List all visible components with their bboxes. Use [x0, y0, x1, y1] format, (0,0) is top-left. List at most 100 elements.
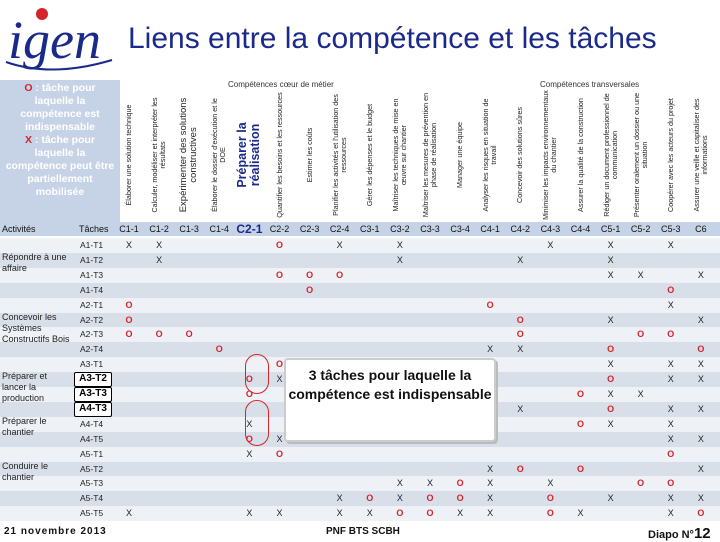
highlight-ring [245, 354, 269, 394]
highlight-ring [245, 400, 269, 446]
column-header: Élaborer le dossier d'exécution et le DO… [204, 88, 234, 221]
matrix-mark: X [667, 403, 674, 414]
competence-id: C1-2 [149, 224, 169, 234]
task-label: A5-T3 [80, 478, 104, 489]
matrix-mark: X [667, 299, 674, 310]
matrix-mark: X [607, 493, 614, 504]
competence-id: C2-1 [236, 222, 263, 236]
matrix-mark: O [275, 240, 283, 250]
matrix-mark: O [486, 299, 494, 310]
matrix-mark: X [697, 359, 704, 370]
matrix-mark: X [246, 508, 253, 519]
competence-id: C1-1 [119, 224, 139, 234]
matrix-mark: X [246, 448, 253, 459]
matrix-mark: O [607, 374, 615, 385]
column-header: Concevoir des solutions sûres [505, 88, 535, 221]
matrix-mark: O [576, 389, 584, 399]
matrix-mark: X [336, 493, 343, 504]
matrix-mark: O [697, 508, 705, 519]
activity-group-label: Préparer et lancer la production [2, 371, 48, 404]
column-header: Gérer les dépenses et le budget [355, 88, 385, 221]
matrix-mark: X [697, 269, 704, 280]
matrix-mark: X [426, 478, 433, 489]
matrix-mark: X [607, 254, 614, 265]
matrix-mark: X [396, 478, 403, 489]
column-header-desc: Estimer les coûts [304, 127, 314, 182]
column-header-desc: Quantifier les besoins et les ressources [274, 91, 284, 218]
task-label: A4-T5 [80, 433, 104, 444]
column-header-desc: Planifier les activités et l'utilisation… [330, 93, 348, 216]
row-stripe [0, 491, 720, 507]
category-transversal: Compétences transversales [540, 80, 640, 89]
matrix-mark: O [125, 299, 133, 310]
legend-o-text: : tâche pour laquelle la compétence est … [20, 82, 100, 133]
matrix-mark: X [667, 359, 674, 370]
matrix-mark: X [667, 508, 674, 519]
column-header-desc: Concevoir des solutions sûres [515, 106, 525, 203]
column-header: Maîtriser les mesures de prévention en p… [415, 88, 445, 221]
column-header-desc: Assurer une veille et capitaliser des in… [691, 97, 709, 212]
column-header: Assurer une veille et capitaliser des in… [686, 88, 716, 221]
competence-id: C3-1 [360, 224, 380, 234]
competence-id: C3-4 [450, 224, 470, 234]
matrix-mark: O [185, 329, 193, 340]
matrix-mark: O [667, 478, 675, 489]
matrix-mark: O [637, 478, 645, 489]
column-header: Élaborer une solution technique [114, 88, 144, 221]
matrix-mark: X [577, 508, 584, 519]
row-stripe [0, 282, 720, 298]
matrix-mark: X [697, 403, 704, 414]
matrix-mark: O [516, 463, 524, 474]
matrix-mark: X [125, 508, 132, 519]
column-header-desc: Analyser les risques en situation de tra… [481, 97, 499, 212]
matrix-mark: X [607, 269, 614, 280]
column-header: Préparer la réalisation [234, 88, 264, 221]
competence-id: C5-2 [630, 224, 651, 234]
matrix-mark: O [697, 344, 705, 355]
matrix-mark: O [576, 418, 584, 429]
matrix-mark: O [125, 329, 133, 340]
page-title: Liens entre la compétence et les tâches [128, 22, 657, 55]
task-label: A3-T1 [80, 359, 104, 370]
task-label: A2-T1 [80, 299, 104, 310]
matrix-mark: X [517, 403, 524, 414]
matrix-mark: O [396, 508, 404, 519]
matrix-mark: X [336, 508, 343, 519]
footer-date: 21 novembre 2013 [4, 526, 107, 537]
matrix-mark: X [667, 374, 674, 385]
matrix-mark: X [637, 269, 644, 280]
matrix-mark: X [396, 493, 403, 504]
column-header-desc: Expérimenter des solutions constructives [178, 97, 200, 212]
matrix-mark: O [516, 314, 524, 325]
matrix-mark: X [366, 508, 373, 519]
matrix-mark: O [637, 329, 645, 340]
matrix-mark: X [276, 374, 283, 385]
column-header-desc: Maîtriser les mesures de prévention en p… [421, 92, 438, 217]
matrix-mark: X [637, 389, 644, 399]
slide-num: 12 [693, 525, 711, 542]
competence-id: C6 [695, 224, 707, 234]
column-header-desc: Gérer les dépenses et le budget [364, 103, 374, 206]
callout-box: 3 tâches pour laquelle la compétence est… [284, 358, 496, 442]
competence-id: C2-3 [299, 224, 320, 234]
matrix-mark: O [245, 389, 253, 399]
igen-logo: igen [2, 2, 120, 78]
matrix-mark: X [697, 433, 704, 444]
matrix-mark: X [697, 314, 704, 325]
matrix-mark: O [667, 284, 675, 295]
matrix-mark: O [516, 329, 524, 340]
task-label: A2-T3 [80, 329, 104, 340]
competence-id: C3-2 [390, 224, 410, 234]
row-stripe [0, 252, 720, 268]
matrix-mark: X [396, 240, 403, 250]
row-stripe [0, 312, 720, 328]
matrix-mark: X [547, 240, 554, 250]
matrix-mark: X [667, 493, 674, 504]
matrix-mark: X [667, 240, 674, 250]
matrix-mark: X [246, 418, 253, 429]
task-label: A5-T2 [80, 463, 104, 474]
activity-group-label: Conduire le chantier [2, 460, 49, 482]
row-stripe [0, 297, 720, 313]
task-label: A1-T4 [80, 284, 104, 295]
column-header: Coopérer avec les acteurs du projet [656, 88, 686, 221]
